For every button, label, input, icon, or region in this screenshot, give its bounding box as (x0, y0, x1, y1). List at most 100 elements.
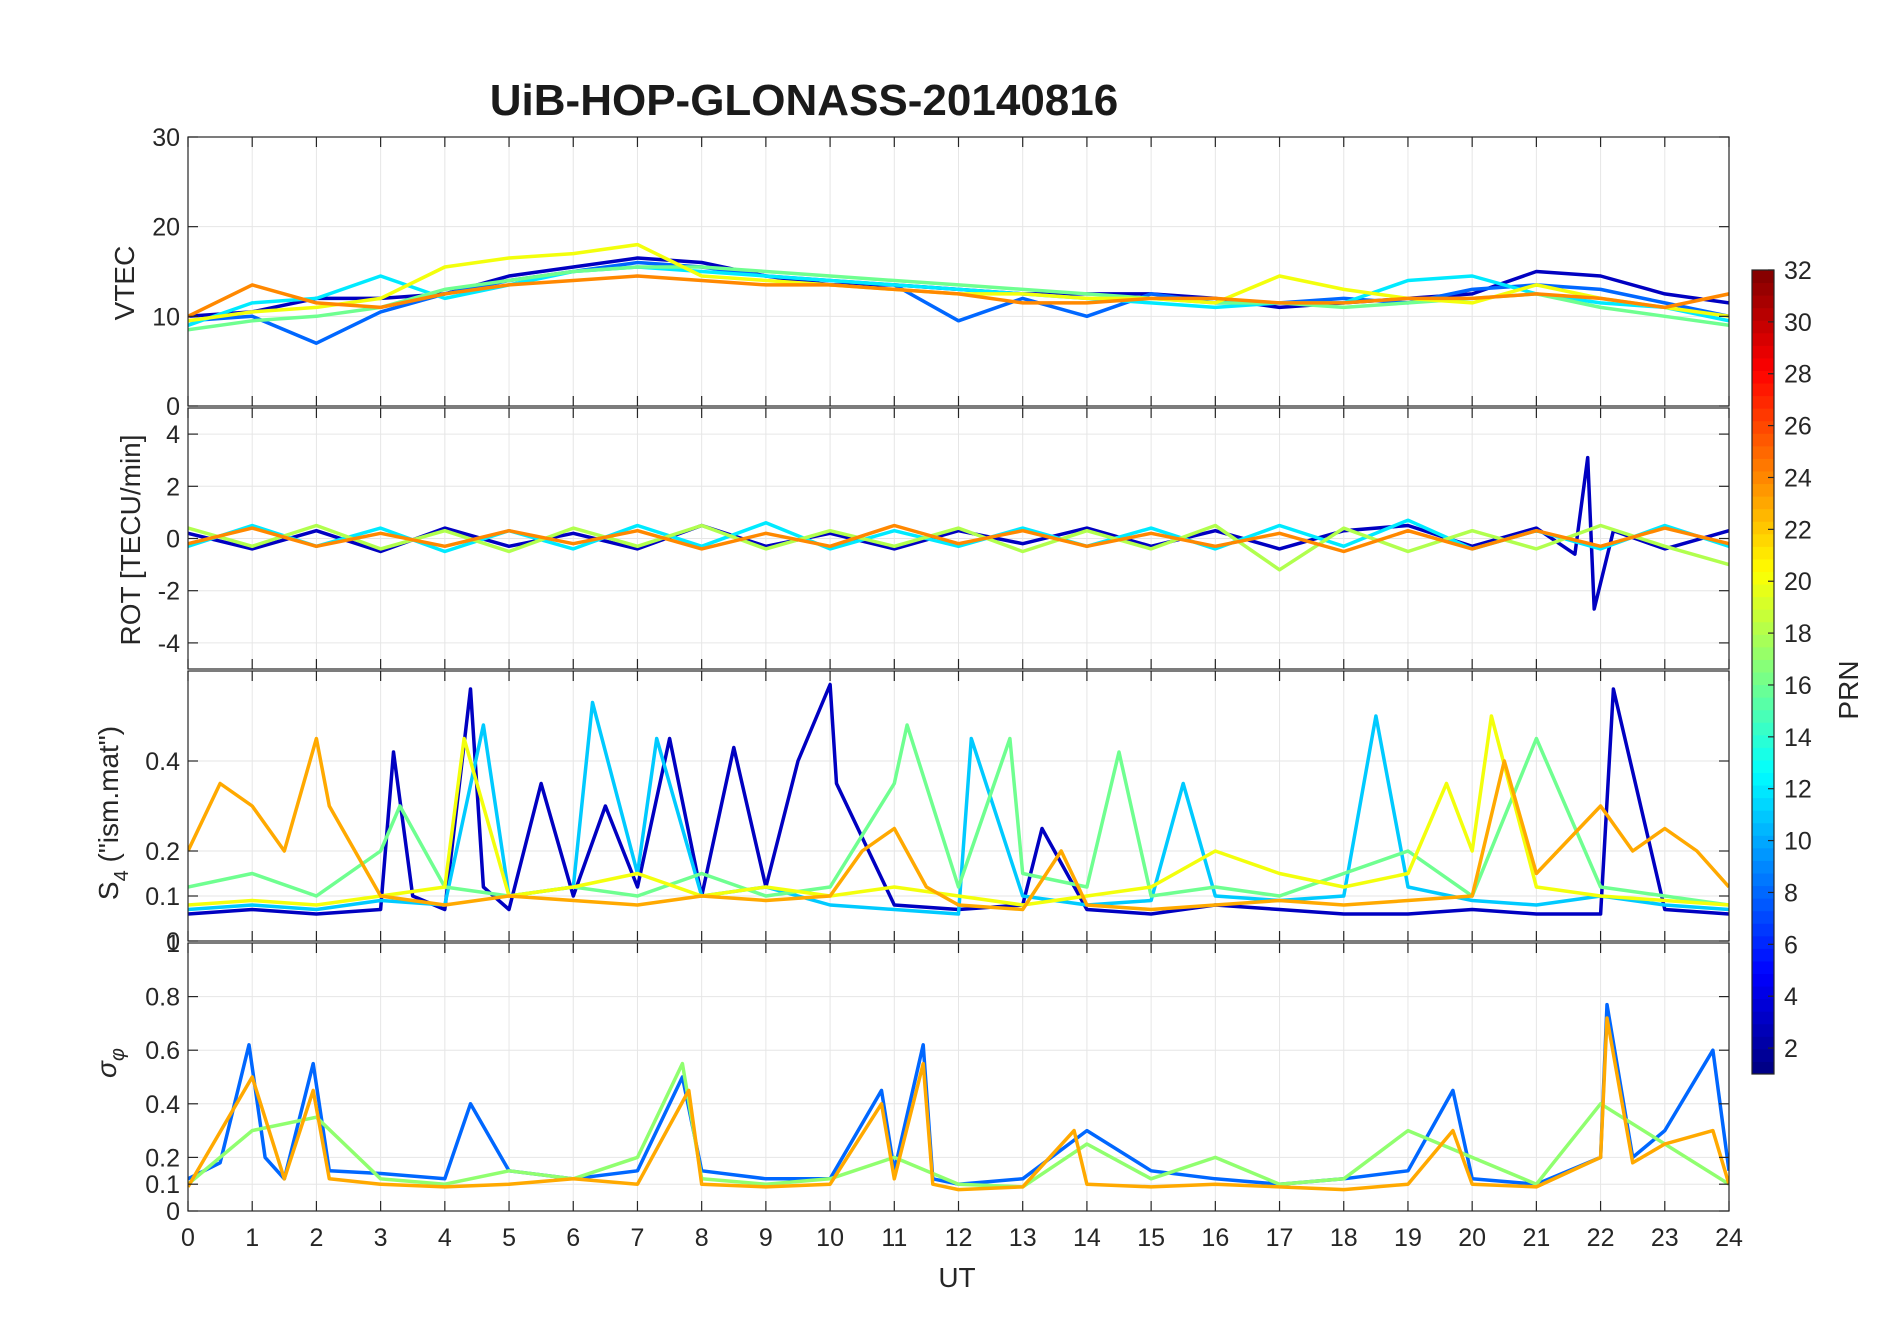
colorbar-segment (1752, 923, 1774, 937)
colorbar-segment (1752, 558, 1774, 572)
colorbar-tick-label: 4 (1784, 983, 1798, 1011)
colorbar-segment (1752, 1061, 1774, 1075)
sigma-ylabel-main: σ (91, 1060, 122, 1078)
colorbar-segment (1752, 734, 1774, 748)
colorbar-segment (1752, 395, 1774, 409)
colorbar-segment (1752, 973, 1774, 987)
colorbar-segment (1752, 860, 1774, 874)
colorbar-segment (1752, 935, 1774, 949)
y-tick-label: 0 (166, 393, 180, 421)
rot-panel: -4 -2 0 2 4 (158, 407, 1730, 670)
colorbar-tick-label: 26 (1784, 413, 1812, 441)
colorbar-segment (1752, 634, 1774, 648)
colorbar-segment (1752, 885, 1774, 899)
vtec-ylabel: VTEC (109, 246, 140, 321)
y-tick-label: -2 (158, 578, 180, 606)
x-tick-label: 5 (502, 1224, 516, 1252)
series-line-prn-23 (188, 1016, 1729, 1192)
y-tick-label: 20 (152, 214, 180, 242)
vtec-panel: 0 10 20 30 (152, 124, 1730, 421)
colorbar-segment (1752, 1011, 1774, 1025)
x-tick-label: 23 (1651, 1224, 1679, 1252)
x-tick-label: 4 (438, 1224, 452, 1252)
colorbar-segment (1752, 320, 1774, 334)
colorbar-tick-label: 2 (1784, 1035, 1798, 1063)
colorbar-segment (1752, 571, 1774, 585)
colorbar-segment (1752, 1023, 1774, 1037)
rot-ylabel: ROT [TECU/min] (115, 434, 146, 645)
colorbar-segment (1752, 747, 1774, 761)
colorbar-segment (1752, 785, 1774, 799)
x-tick-label: 17 (1266, 1224, 1294, 1252)
x-tick-label: 15 (1137, 1224, 1165, 1252)
y-tick-label-top: 1 (166, 930, 180, 958)
s4-panel: 0 0.1 0.2 0.4 (145, 670, 1730, 956)
colorbar-segment (1752, 998, 1774, 1012)
colorbar-segment (1752, 822, 1774, 836)
x-tick-label: 20 (1458, 1224, 1486, 1252)
colorbar-segment (1752, 295, 1774, 309)
colorbar-segment (1752, 709, 1774, 723)
x-tick-label: 11 (881, 1224, 907, 1252)
y-tick-label: 0.8 (145, 984, 180, 1012)
sigma-phi-ylabel: σφ (91, 1048, 129, 1078)
colorbar-tick-label: 12 (1784, 776, 1812, 804)
colorbar-tick-label: 30 (1784, 309, 1812, 337)
y-tick-label: 0 (166, 928, 180, 956)
colorbar-segment (1752, 458, 1774, 472)
y-tick-label: 10 (152, 303, 180, 331)
x-tick-label: 6 (566, 1224, 580, 1252)
x-tick-label: 19 (1394, 1224, 1422, 1252)
colorbar-segment (1752, 759, 1774, 773)
x-tick-label: 12 (945, 1224, 973, 1252)
s4-ylabel-main: S (93, 881, 124, 900)
colorbar-segment (1752, 672, 1774, 686)
x-tick-label: 1 (245, 1224, 259, 1252)
x-tick-label: 16 (1201, 1224, 1229, 1252)
x-tick-label: 22 (1587, 1224, 1615, 1252)
series-group (188, 455, 1729, 611)
colorbar-segment (1752, 282, 1774, 296)
x-tick-label: 3 (374, 1224, 388, 1252)
series-group (188, 682, 1729, 916)
colorbar-segment (1752, 471, 1774, 485)
y-tick-label: -4 (158, 630, 180, 658)
colorbar-segment (1752, 873, 1774, 887)
colorbar-tick-label: 6 (1784, 931, 1798, 959)
colorbar-tick-label: 14 (1784, 724, 1812, 752)
x-tick-label: 18 (1330, 1224, 1358, 1252)
y-tick-label: 0.6 (145, 1037, 180, 1065)
colorbar-segment (1752, 960, 1774, 974)
series-line-prn-16 (188, 723, 1729, 907)
colorbar-segment (1752, 508, 1774, 522)
colorbar-segment (1752, 810, 1774, 824)
colorbar-segment (1752, 1036, 1774, 1050)
colorbar-segment (1752, 370, 1774, 384)
y-tick-label: 0.1 (145, 1171, 180, 1199)
series-line-prn-24 (188, 274, 1729, 318)
colorbar-segment (1752, 408, 1774, 422)
colorbar-segment (1752, 596, 1774, 610)
x-tick-label: 8 (695, 1224, 709, 1252)
series-line-prn-12 (188, 265, 1729, 327)
colorbar-segment (1752, 270, 1774, 284)
s4-ylabel: S4 ("ism.mat") (93, 726, 133, 900)
colorbar-tick-label: 24 (1784, 464, 1812, 492)
series-line-prn-20 (188, 714, 1729, 907)
x-tick-label: 24 (1715, 1224, 1743, 1252)
y-tick-label: 0.4 (145, 1091, 180, 1119)
series-line-prn-23 (188, 736, 1729, 912)
x-tick-label: 7 (631, 1224, 645, 1252)
sigma-ylabel-sub: φ (107, 1048, 129, 1061)
s4-ylabel-sub: 4 (111, 870, 133, 881)
colorbar-segment (1752, 483, 1774, 497)
x-tick-label: 14 (1073, 1224, 1101, 1252)
sigma-phi-panel: 00.10.20.40.60.810 1 2 3 4 5 6 7 8 9 10 11 12 13 14 15 1… (145, 930, 1743, 1252)
colorbar-segment (1752, 659, 1774, 673)
series-line-prn-11 (188, 700, 1729, 916)
series-line-prn-24 (188, 523, 1729, 554)
colorbar-segment (1752, 357, 1774, 371)
y-tick-label: 0 (166, 1198, 180, 1226)
chart-title: UiB-HOP-GLONASS-20140816 (490, 76, 1118, 125)
